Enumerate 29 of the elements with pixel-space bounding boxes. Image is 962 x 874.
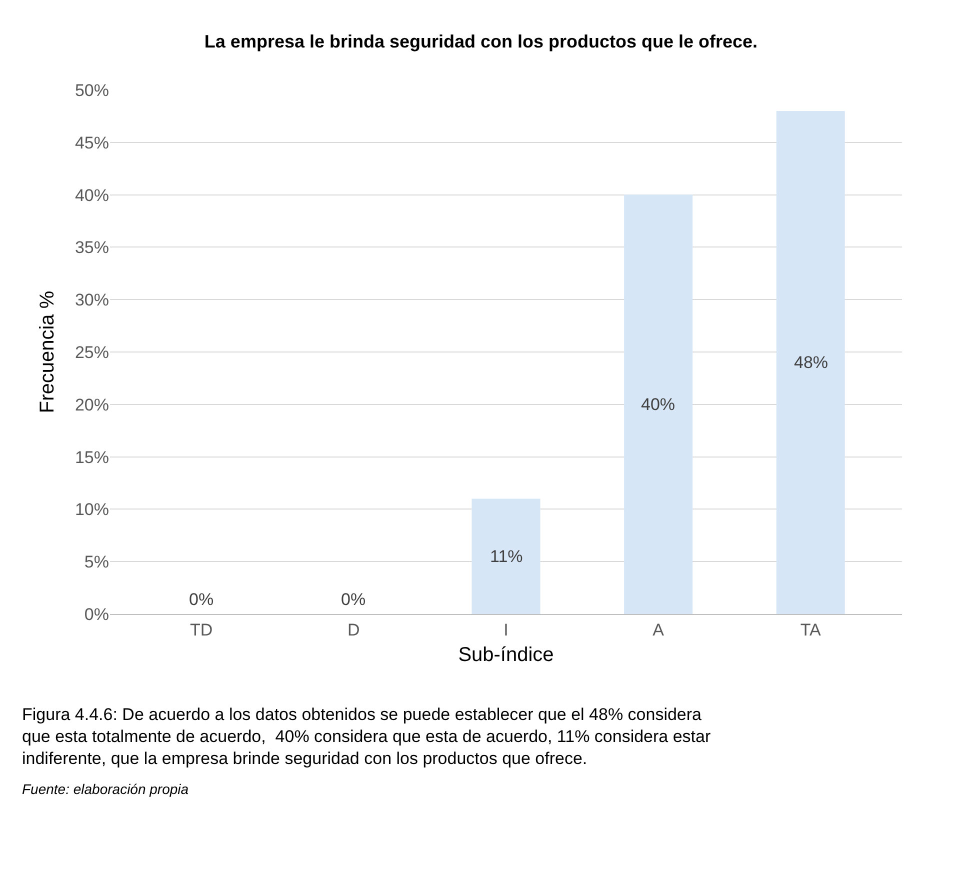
data-label: 0%: [189, 590, 214, 609]
data-label: 0%: [341, 590, 366, 609]
x-tick-label: D: [348, 620, 360, 640]
y-axis-title: Frecuencia %: [36, 290, 58, 414]
y-tick-label: 45%: [74, 133, 109, 152]
y-tick-label: 50%: [74, 80, 109, 100]
y-tick-label: 20%: [74, 395, 109, 414]
bar: [472, 498, 540, 614]
y-tick-label: 30%: [74, 290, 109, 310]
text: Figura 4.4.6: De acuerdo a los datos obtenidos se puede establecer que el 48% considera que esta totalmente de acuerdo, 40% considera que esta de acuerdo, 11% considera estar indiferente, que la empresa brinde seguridad con los productos que ofrece.: [22, 705, 711, 768]
y-tick-label: 40%: [74, 186, 109, 205]
x-tick-label: TD: [190, 620, 213, 640]
data-label: 48%: [794, 353, 828, 372]
y-tick-label: 35%: [74, 238, 109, 258]
chart-title: La empresa le brinda seguridad con los productos que le ofrece.: [204, 32, 758, 52]
y-tick-label: 0%: [84, 604, 109, 624]
x-tick-label: TA: [800, 620, 822, 640]
data-label: 40%: [641, 395, 676, 414]
x-tick-label: A: [652, 620, 665, 640]
bar: [776, 110, 845, 614]
bar: [624, 194, 693, 614]
y-tick-label: 10%: [74, 500, 109, 520]
y-tick-label: 15%: [74, 448, 109, 467]
data-label: 11%: [490, 547, 523, 566]
x-axis-title: Sub-índice: [458, 644, 554, 666]
source-note: Fuente: elaboración propia: [22, 781, 189, 797]
y-tick-label: 25%: [74, 342, 109, 362]
y-tick-label: 5%: [84, 552, 109, 572]
x-tick-label: I: [504, 620, 508, 640]
